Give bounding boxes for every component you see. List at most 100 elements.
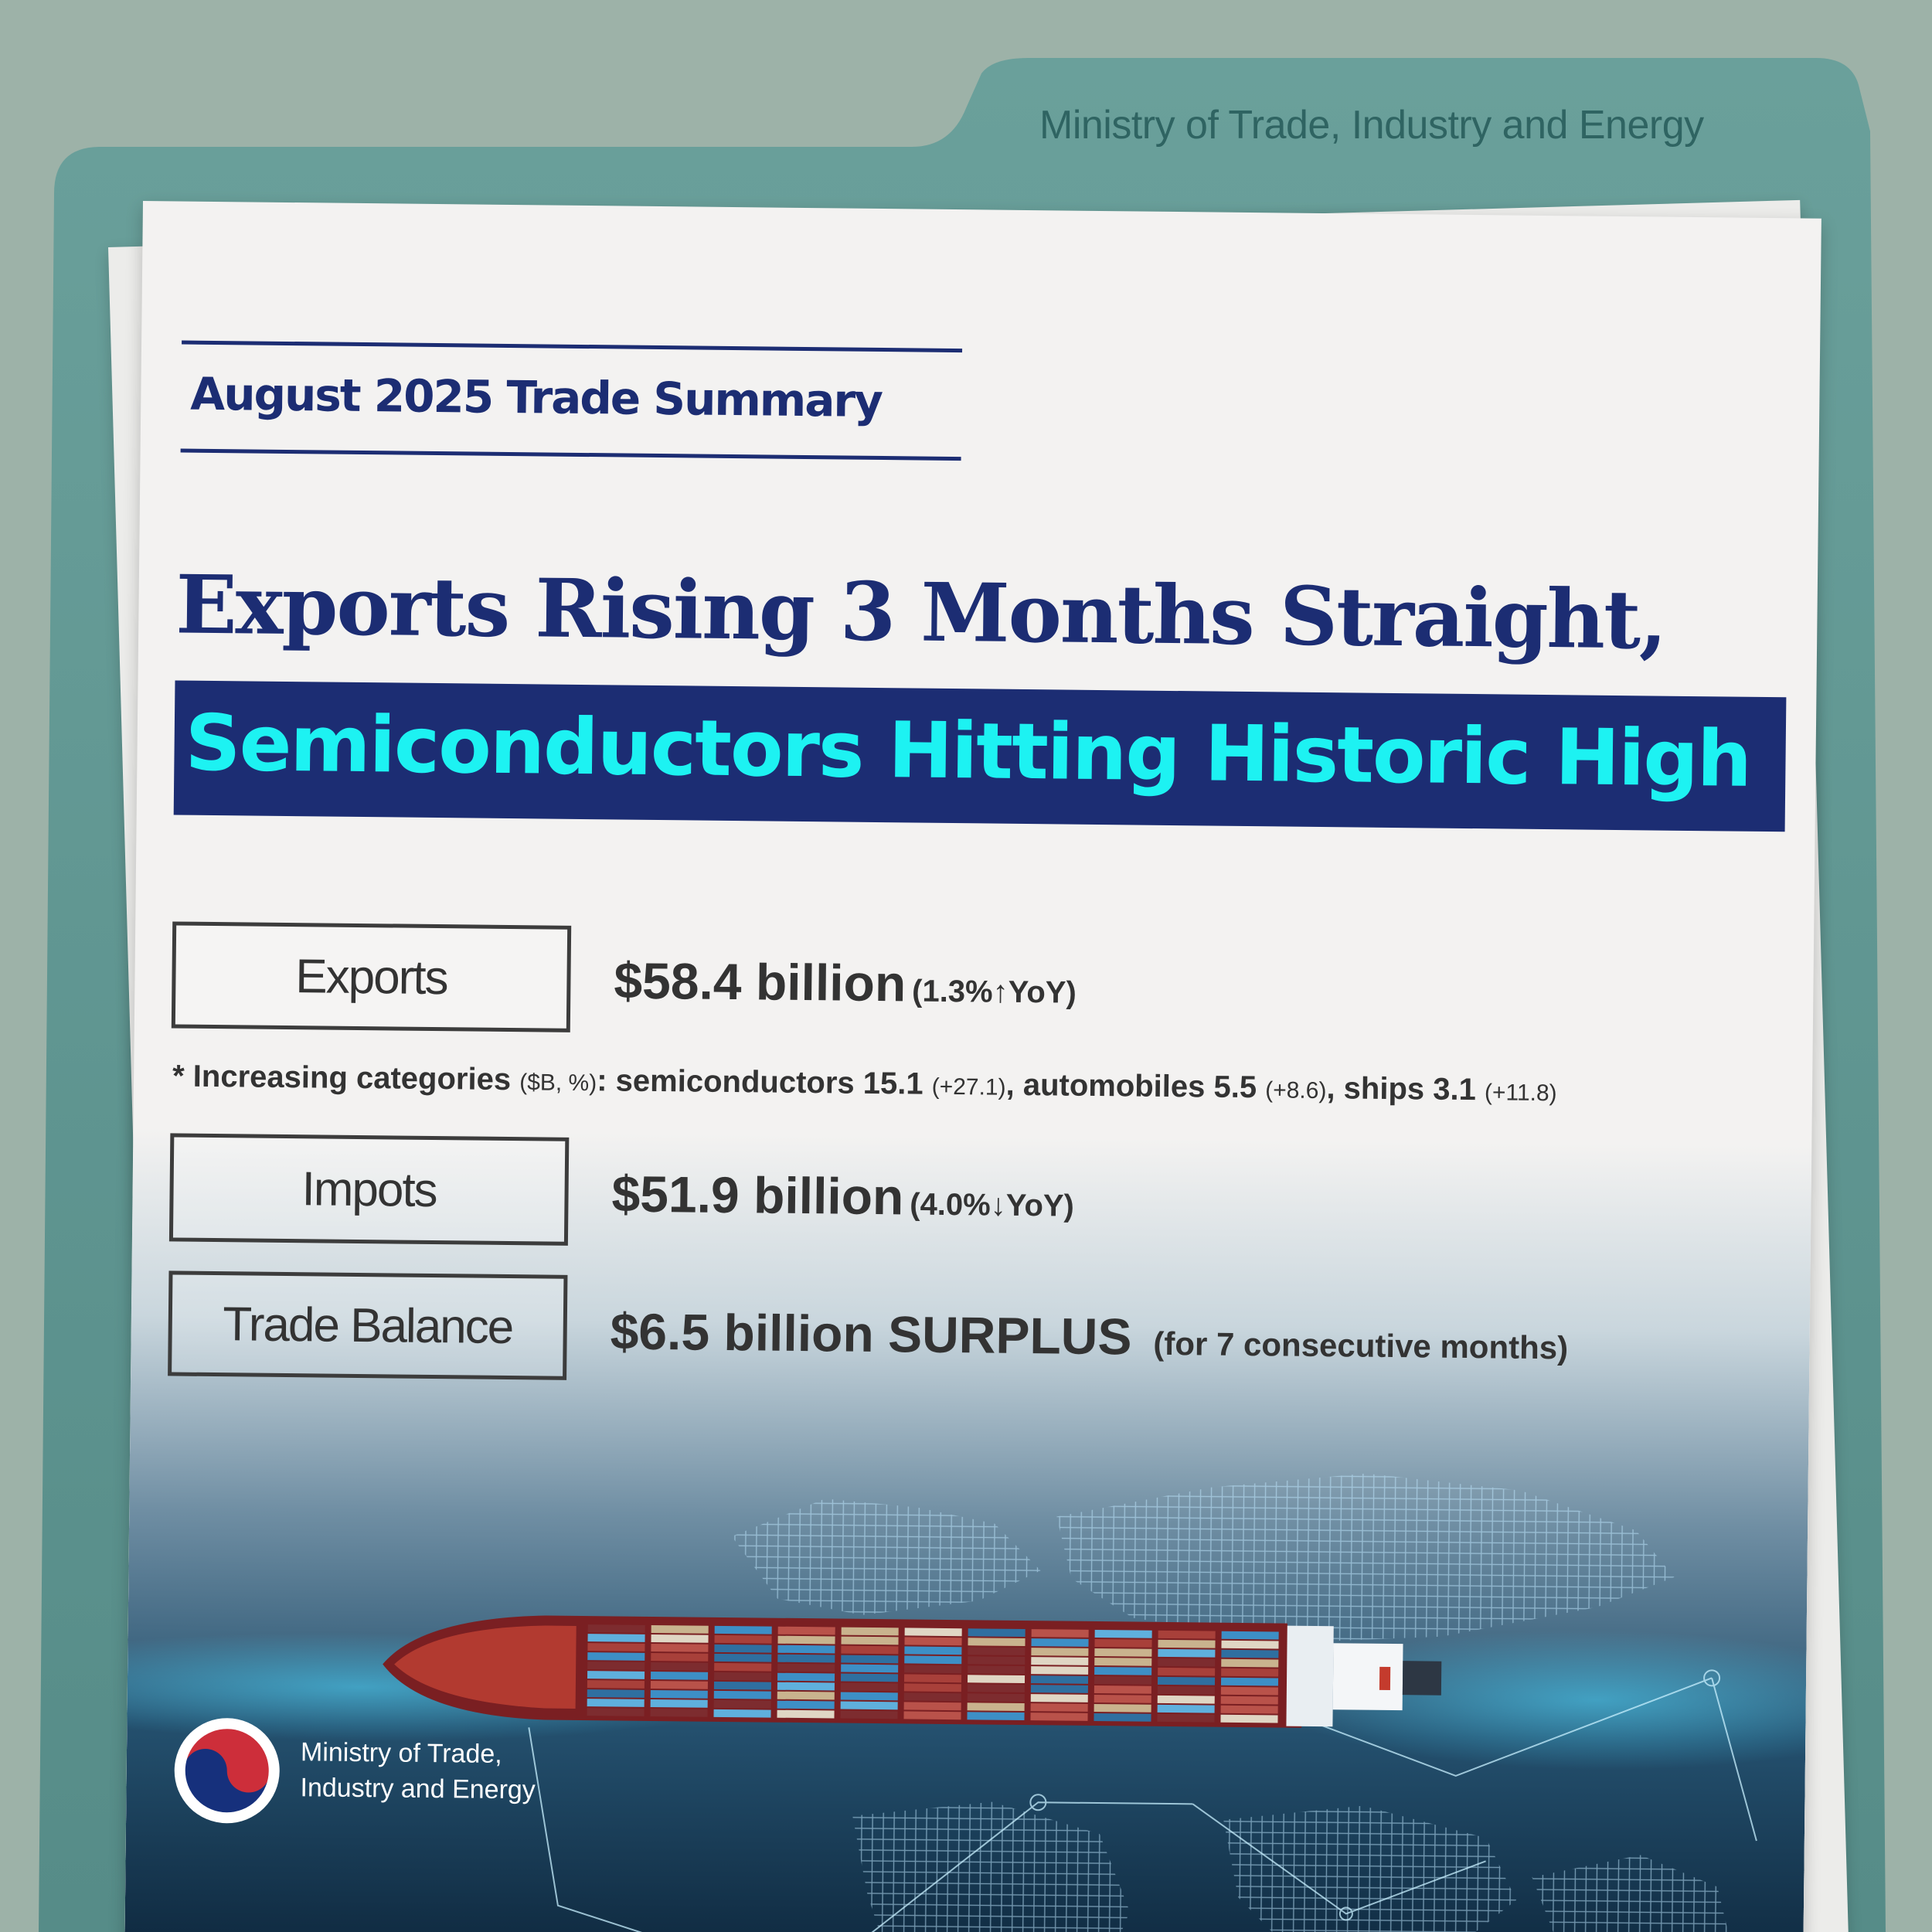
shipping-container	[968, 1638, 1026, 1647]
shipping-container	[1031, 1638, 1089, 1647]
exports-value: $58.4 billion (1.3%↑YoY)	[614, 951, 1077, 1014]
exports-label-box: Exports	[171, 921, 572, 1032]
shipping-container	[1157, 1676, 1216, 1685]
summary-sheet: August 2025 Trade Summary Exports Rising…	[124, 201, 1821, 1932]
shipping-container	[904, 1655, 962, 1665]
shipping-container	[967, 1712, 1025, 1721]
trade-balance-label: Trade Balance	[222, 1297, 513, 1354]
shipping-container	[1220, 1705, 1278, 1714]
shipping-container	[651, 1643, 709, 1652]
trade-balance-amount: $6.5 billion SURPLUS	[610, 1302, 1132, 1366]
headline-line-1: Exports Rising 3 Months Straight,	[175, 556, 1667, 668]
shipping-container	[1157, 1704, 1215, 1713]
shipping-container	[904, 1646, 962, 1655]
shipping-container	[777, 1645, 835, 1654]
shipping-container	[903, 1711, 961, 1720]
shipping-container	[651, 1671, 709, 1680]
ships-change: (+11.8)	[1484, 1080, 1557, 1107]
shipping-container	[1220, 1686, 1278, 1696]
categories-prefix: * Increasing categories	[172, 1059, 512, 1097]
shipping-container	[651, 1662, 709, 1671]
shipping-container	[650, 1699, 708, 1708]
shipping-container	[1094, 1675, 1152, 1685]
shipping-container	[777, 1663, 835, 1672]
shipping-container	[587, 1643, 645, 1651]
semiconductors-change: (+27.1)	[931, 1073, 1006, 1100]
shipping-container	[713, 1699, 771, 1709]
shipping-container	[841, 1664, 899, 1673]
shipping-container	[1158, 1658, 1216, 1667]
automobiles-item: , automobiles 5.5	[1005, 1067, 1257, 1105]
folder-tab-label: Ministry of Trade, Industry and Energy	[1039, 103, 1704, 148]
trade-balance-value: $6.5 billion SURPLUS (for 7 consecutive m…	[610, 1301, 1568, 1370]
shipping-container	[967, 1693, 1025, 1702]
increasing-categories-note: * Increasing categories ($B, %): semicon…	[172, 1059, 1557, 1108]
shipping-container	[651, 1624, 709, 1634]
taegeuk-emblem-icon	[174, 1718, 280, 1824]
shipping-container	[1094, 1657, 1152, 1666]
shipping-container	[1220, 1677, 1279, 1686]
shipping-container	[714, 1625, 772, 1634]
shipping-container	[1031, 1657, 1089, 1665]
shipping-container	[903, 1692, 961, 1702]
shipping-container	[967, 1702, 1025, 1712]
shipping-container	[840, 1701, 898, 1710]
shipping-container	[713, 1709, 771, 1718]
shipping-container	[1157, 1713, 1215, 1723]
ministry-logo: Ministry of Trade, Industry and Energy	[172, 1716, 730, 1838]
shipping-container	[587, 1634, 645, 1642]
shipping-container	[714, 1662, 772, 1672]
shipping-container	[713, 1672, 772, 1681]
shipping-container	[903, 1674, 962, 1683]
shipping-container	[587, 1662, 645, 1670]
shipping-container	[651, 1634, 709, 1643]
shipping-container	[968, 1647, 1026, 1656]
shipping-container	[904, 1665, 962, 1674]
shipping-container	[1157, 1695, 1215, 1704]
trade-balance-label-box: Trade Balance	[168, 1270, 568, 1380]
summary-title-block: August 2025 Trade Summary	[180, 340, 963, 461]
shipping-container	[777, 1654, 835, 1663]
shipping-container	[1220, 1714, 1278, 1723]
shipping-container	[968, 1665, 1026, 1675]
shipping-container	[1094, 1629, 1152, 1638]
shipping-container	[1030, 1675, 1089, 1684]
shipping-container	[1030, 1694, 1088, 1702]
shipping-container	[840, 1692, 898, 1701]
shipping-container	[1158, 1667, 1216, 1676]
shipping-container	[714, 1653, 772, 1662]
network-lines	[528, 1669, 1757, 1932]
shipping-container	[1220, 1696, 1278, 1705]
shipping-container	[1094, 1638, 1152, 1648]
shipping-container	[967, 1684, 1025, 1693]
shipping-container	[1221, 1631, 1279, 1640]
shipping-container	[650, 1689, 708, 1699]
shipping-container	[903, 1702, 961, 1711]
shipping-container	[1094, 1694, 1151, 1703]
categories-unit: ($B, %)	[519, 1070, 597, 1097]
shipping-container	[1221, 1668, 1279, 1677]
shipping-container	[777, 1700, 835, 1709]
shipping-container	[840, 1682, 898, 1692]
shipping-container	[587, 1671, 645, 1679]
shipping-container	[1221, 1640, 1279, 1649]
shipping-container	[1031, 1648, 1089, 1656]
shipping-container	[1030, 1703, 1088, 1712]
automobiles-change: (+8.6)	[1265, 1077, 1327, 1104]
shipping-container	[1158, 1648, 1216, 1658]
shipping-container	[777, 1672, 835, 1682]
shipping-container	[714, 1644, 772, 1653]
headline-highlight-box: Semiconductors Hitting Historic High	[173, 680, 1787, 832]
shipping-container	[968, 1656, 1026, 1665]
shipping-container	[587, 1680, 645, 1689]
summary-title: August 2025 Trade Summary	[190, 367, 883, 428]
shipping-container	[904, 1637, 962, 1646]
shipping-container	[1094, 1685, 1151, 1694]
shipping-container	[968, 1628, 1026, 1638]
shipping-container	[841, 1627, 899, 1636]
shipping-container	[1031, 1666, 1089, 1675]
shipping-container	[841, 1655, 899, 1664]
shipping-container	[777, 1626, 835, 1635]
shipping-container	[1221, 1658, 1279, 1668]
shipping-container	[1030, 1685, 1088, 1693]
